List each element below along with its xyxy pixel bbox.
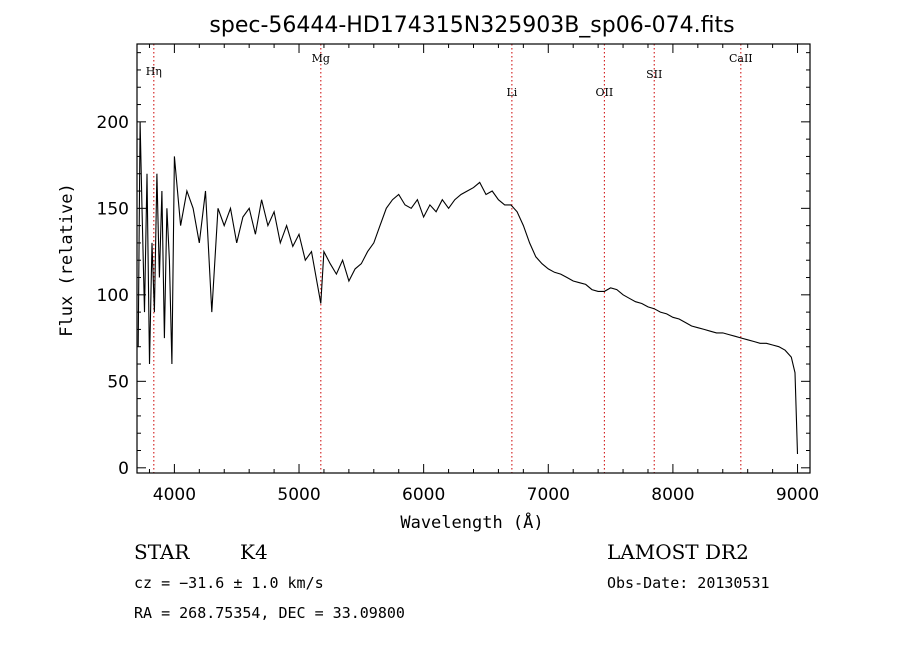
y-tick-label-0: 0 (118, 459, 129, 479)
object-subclass: K4 (240, 540, 268, 564)
line-label-4: SII (646, 68, 662, 81)
coordinates-text: RA = 268.75354, DEC = 33.09800 (134, 604, 405, 622)
survey-name: LAMOST DR2 (607, 540, 749, 564)
spectrum-series (137, 121, 799, 455)
spectrum-line (137, 121, 799, 455)
spectral-line-markers: Hη Mg Li OII SII CaII (146, 44, 753, 473)
plot-frame (136, 43, 811, 474)
y-axis-label: Flux (relative) (57, 183, 77, 337)
x-tick-label-1: 5000 (277, 485, 320, 505)
y-tick-label-2: 100 (97, 286, 129, 306)
y-tick-label-4: 200 (97, 113, 129, 133)
y-tick-label-1: 50 (107, 372, 129, 392)
object-type: STAR (134, 540, 190, 564)
y-tick-label-3: 150 (97, 199, 129, 219)
x-tick-label-0: 4000 (153, 485, 196, 505)
redshift-text: cz = −31.6 ± 1.0 km/s (134, 574, 324, 592)
line-label-0: Hη (146, 65, 162, 78)
line-label-1: Mg (312, 52, 330, 65)
x-tick-label-4: 8000 (651, 485, 694, 505)
x-axis-label: Wavelength (Å) (400, 511, 543, 533)
line-label-3: OII (596, 86, 614, 99)
x-tick-label-2: 6000 (402, 485, 445, 505)
x-tick-label-5: 9000 (776, 485, 819, 505)
axis-ticks: 4000 5000 6000 7000 8000 9000 0 50 100 150 200 (97, 44, 819, 505)
line-label-5: CaII (729, 52, 753, 65)
line-label-2: Li (506, 86, 517, 99)
chart-title: spec-56444-HD174315N325903B_sp06-074.fit… (209, 13, 734, 38)
x-tick-label-3: 7000 (527, 485, 570, 505)
obs-date-text: Obs-Date: 20130531 (607, 574, 770, 592)
